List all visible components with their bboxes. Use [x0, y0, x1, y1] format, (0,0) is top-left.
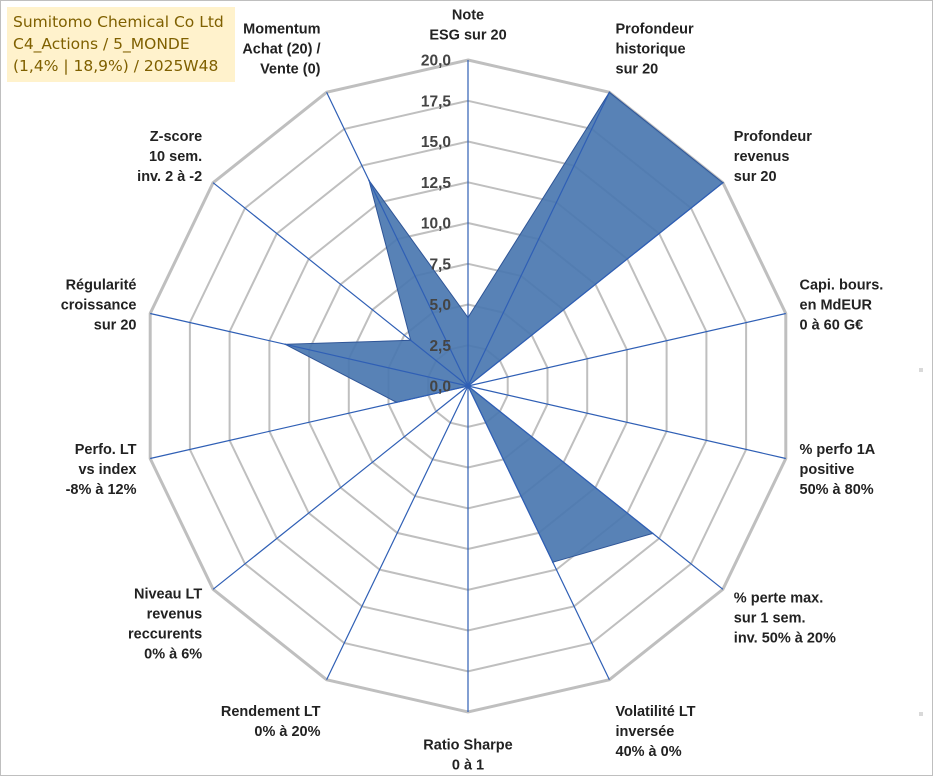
axis-label-line: sur 1 sem. — [734, 610, 806, 626]
axis-label-4: % perfo 1A positive 50% à 80% — [800, 442, 876, 498]
axis-label-line: Momentum — [243, 21, 320, 37]
axis-spoke-6 — [467, 385, 610, 680]
axis-label-10: Perfo. LT vs index -8% à 12% — [66, 442, 137, 498]
axis-label-9: Niveau LT revenus reccurents 0% à 6% — [128, 587, 202, 663]
axis-label-line: inv. 50% à 20% — [734, 630, 836, 646]
axis-label-line: Régularité — [66, 277, 137, 293]
axis-label-line: sur 20 — [616, 61, 659, 77]
axis-spoke-11 — [150, 312, 469, 387]
title-category: C4_Actions / 5_MONDE — [13, 35, 190, 53]
axis-label-0: Note ESG sur 20 — [429, 8, 506, 44]
axis-label-line: % perfo 1A — [800, 442, 876, 458]
axis-label-line: vs index — [78, 462, 136, 478]
axis-spoke-2 — [467, 182, 724, 387]
r-tick-label: 20,0 — [421, 53, 451, 70]
r-tick-label: 17,5 — [421, 93, 452, 110]
axis-spoke-1 — [467, 92, 610, 387]
axis-label-line: 50% à 80% — [800, 482, 874, 498]
axis-label-line: Niveau LT — [134, 587, 202, 603]
axis-label-line: Ratio Sharpe — [423, 738, 512, 754]
axis-spoke-5 — [467, 385, 724, 590]
axis-spoke-13 — [326, 92, 469, 387]
axis-label-line: Z-score — [150, 129, 202, 145]
axis-label-line: % perte max. — [734, 590, 823, 606]
axis-label-8: Rendement LT 0% à 20% — [221, 704, 321, 740]
axis-label-line: inv. 2 à -2 — [137, 169, 202, 185]
axis-label-line: sur 20 — [94, 317, 137, 333]
axis-spoke-10 — [150, 385, 469, 460]
title-company: Sumitomo Chemical Co Ltd — [13, 13, 224, 31]
axis-label-line: historique — [616, 41, 686, 57]
axis-label-line: 0 à 60 G€ — [800, 317, 864, 333]
axis-label-line: Achat (20) / — [242, 41, 320, 57]
chart-title-box: Sumitomo Chemical Co Ltd C4_Actions / 5_… — [7, 7, 235, 82]
scroll-marker-top — [919, 368, 923, 372]
axis-label-1: Profondeur historique sur 20 — [616, 21, 694, 77]
axis-label-6: Volatilité LT inversée 40% à 0% — [616, 704, 696, 760]
scroll-marker-bottom — [919, 712, 923, 716]
r-tick-label: 12,5 — [421, 175, 452, 192]
axis-spoke-8 — [326, 385, 469, 680]
axis-label-line: Volatilité LT — [616, 704, 696, 720]
axis-label-line: inversée — [616, 724, 675, 740]
r-tick-label: 2,5 — [429, 338, 451, 355]
axis-label-line: Profondeur — [734, 129, 812, 145]
axis-label-line: Rendement LT — [221, 704, 321, 720]
series-area — [283, 91, 724, 563]
axis-label-line: 0% à 6% — [144, 647, 202, 663]
axis-label-13: Momentum Achat (20) / Vente (0) — [242, 21, 320, 77]
r-tick-label: 5,0 — [429, 297, 451, 314]
axis-label-line: -8% à 12% — [66, 482, 137, 498]
axis-label-line: revenus — [734, 149, 790, 165]
axis-label-2: Profondeur revenus sur 20 — [734, 129, 812, 185]
axis-label-line: 10 sem. — [149, 149, 202, 165]
axis-label-line: croissance — [61, 297, 137, 313]
axis-label-line: 0 à 1 — [452, 758, 484, 774]
axis-label-line: Perfo. LT — [75, 442, 137, 458]
axis-label-line: positive — [800, 462, 855, 478]
axis-spoke-9 — [212, 385, 469, 590]
axis-label-line: en MdEUR — [800, 297, 873, 313]
axis-label-line: Vente (0) — [260, 61, 321, 77]
r-tick-label: 0,0 — [429, 379, 451, 396]
axis-label-11: Régularité croissance sur 20 — [61, 277, 137, 333]
axis-label-line: Capi. bours. — [800, 277, 884, 293]
r-tick-label: 15,0 — [421, 134, 451, 151]
axis-label-5: % perte max. sur 1 sem. inv. 50% à 20% — [734, 590, 836, 646]
axis-label-7: Ratio Sharpe 0 à 1 — [423, 738, 512, 774]
axis-label-3: Capi. bours. en MdEUR 0 à 60 G€ — [800, 277, 884, 333]
r-tick-label: 10,0 — [421, 216, 451, 233]
axis-label-line: 0% à 20% — [254, 724, 320, 740]
r-tick-label: 7,5 — [429, 256, 451, 273]
axis-label-line: 40% à 0% — [616, 744, 682, 760]
axis-spoke-12 — [212, 182, 469, 387]
axis-label-line: sur 20 — [734, 169, 777, 185]
axis-spoke-4 — [467, 385, 786, 460]
axis-label-line: ESG sur 20 — [429, 28, 506, 44]
axis-spoke-3 — [467, 312, 786, 387]
axis-label-line: reccurents — [128, 627, 202, 643]
axis-label-12: Z-score 10 sem. inv. 2 à -2 — [137, 129, 202, 185]
axis-label-line: Profondeur — [616, 21, 694, 37]
axis-label-line: revenus — [147, 607, 203, 623]
title-period: (1,4% | 18,9%) / 2025W48 — [13, 57, 219, 75]
axis-label-line: Note — [452, 8, 484, 24]
